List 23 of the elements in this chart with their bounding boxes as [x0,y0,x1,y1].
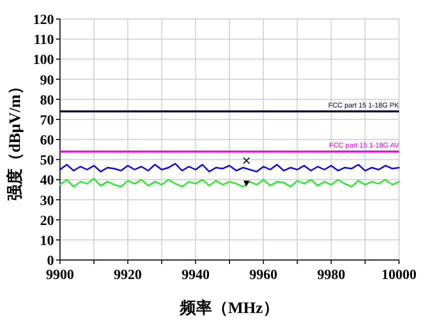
y-tick-label: 90 [40,73,54,88]
y-tick-label: 70 [40,113,54,128]
line-series [59,178,400,188]
line-series [59,162,400,172]
y-tick-label: 40 [40,174,54,189]
y-tick-label: 80 [40,93,54,108]
x-tick-label: 9960 [249,268,278,283]
y-tick-label: 60 [40,134,54,148]
x-axis-title: 频率（MHz） [179,298,279,317]
y-tick-label: 30 [40,194,54,209]
x-tick-label: 9940 [182,268,210,283]
y-tick-label: 100 [33,53,54,68]
y-tick-label: 120 [33,13,54,28]
y-tick-label: 10 [40,234,54,249]
y-tick-label: 0 [47,254,54,269]
y-tick-label: 110 [34,33,54,48]
y-axis-title: 强度（dBμV/m） [5,78,24,200]
y-tick-label: 50 [40,154,54,169]
x-tick-label: 10000 [382,268,416,283]
x-tick-label: 9980 [317,268,346,283]
x-tick-label: 9900 [46,268,74,283]
x-tick-label: 9920 [114,268,142,283]
y-tick-label: 20 [40,214,54,229]
